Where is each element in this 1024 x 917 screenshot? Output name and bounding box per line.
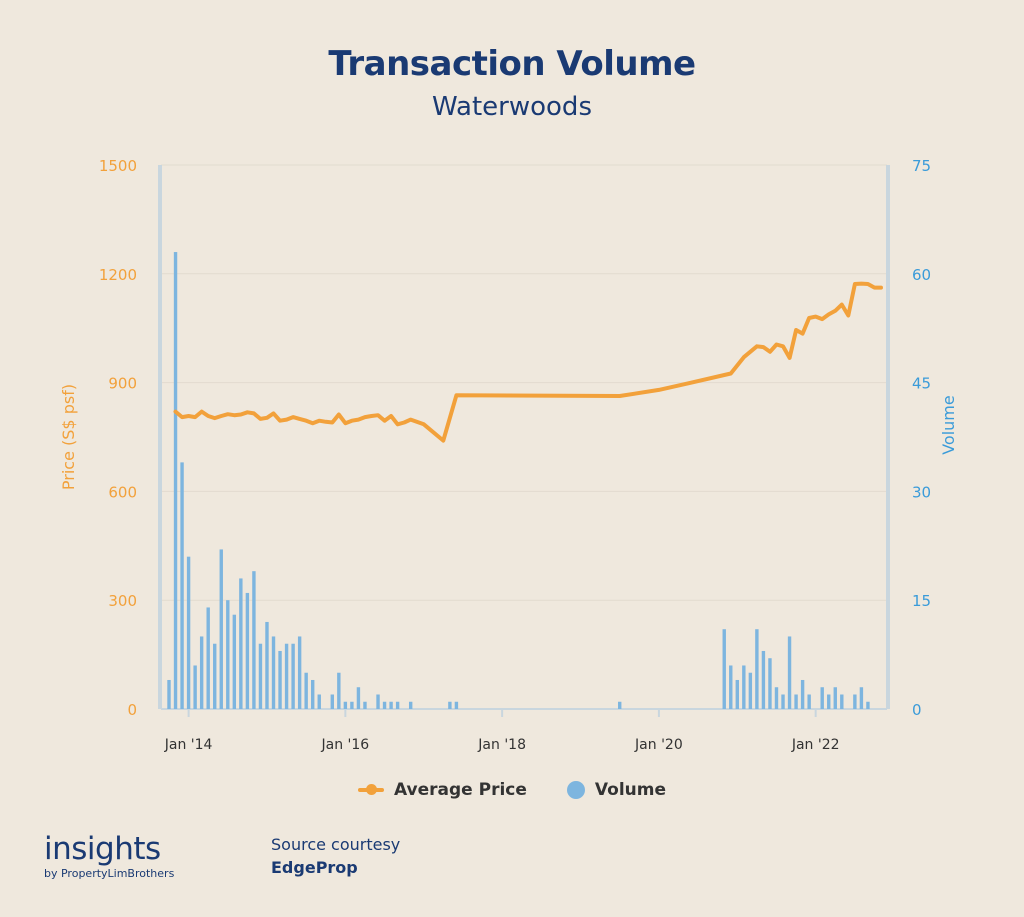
volume-bar (199, 636, 204, 709)
y-right-tick-label: 30 (912, 483, 931, 501)
volume-bar (363, 701, 367, 709)
legend-label-volume: Volume (594, 780, 666, 800)
average-price-line (173, 281, 883, 443)
volume-bar (343, 701, 348, 709)
source-line1: Source courtesy (271, 835, 401, 854)
legend-item-average-price[interactable]: Average Price (357, 780, 527, 800)
volume-bar (232, 614, 237, 709)
volume-bar (820, 687, 824, 709)
y-right-tick-label: 15 (912, 592, 931, 610)
volume-bar (376, 694, 380, 709)
volume-bar (807, 694, 811, 709)
volume-bar (180, 462, 184, 709)
volume-bar (774, 687, 779, 709)
volume-bar (755, 629, 759, 709)
brand-sub: by PropertyLimBrothers (44, 867, 175, 880)
volume-bar (167, 679, 171, 709)
volume-bar (330, 694, 335, 709)
y-axis-left-line (158, 165, 162, 709)
volume-bar (226, 600, 230, 709)
y-left-tick-label: 900 (108, 375, 137, 393)
y-left-tick-label: 1500 (99, 157, 137, 175)
volume-bar (742, 665, 746, 709)
x-tick-label: Jan '14 (164, 737, 213, 753)
volume-bar (761, 650, 766, 709)
volume-bar (781, 694, 785, 709)
legend-line-icon (357, 784, 384, 795)
volume-bar (800, 679, 805, 709)
volume-bar (840, 694, 844, 709)
brand-name: insights (44, 831, 161, 867)
y-axis-right-line (886, 165, 890, 709)
volume-bar (722, 629, 726, 709)
volume-bar (768, 658, 772, 709)
y-right-tick-label: 60 (912, 266, 931, 284)
volume-bar (787, 636, 792, 709)
volume-bar (356, 687, 361, 709)
volume-bar (271, 636, 276, 709)
volume-bar (833, 687, 837, 709)
volume-bar (748, 672, 753, 709)
volume-bar (252, 571, 256, 709)
volume-bar (213, 643, 217, 709)
volume-bar (219, 549, 223, 709)
volume-bar (395, 701, 400, 709)
volume-bar (827, 694, 831, 709)
y-left-tick-label: 600 (108, 483, 137, 501)
y-right-tick-label: 45 (912, 375, 931, 393)
volume-bar (337, 672, 341, 709)
volume-bar (729, 665, 733, 709)
source-credit: Source courtesy EdgeProp (271, 835, 400, 877)
volume-bar (454, 701, 459, 709)
x-tick-label: Jan '22 (791, 737, 840, 753)
volume-bar (448, 701, 452, 709)
volume-bar (853, 694, 857, 709)
volume-bar (408, 701, 413, 709)
volume-bar (297, 636, 302, 709)
legend-label-average-price: Average Price (393, 780, 527, 800)
volume-bar (245, 592, 250, 709)
volume-bar (317, 694, 321, 709)
volume-bar (278, 650, 282, 709)
y-right-tick-label: 75 (912, 157, 931, 175)
volume-bar (794, 694, 798, 709)
y-left-axis-title: Price (S$ psf) (59, 384, 78, 490)
source-line2: EdgeProp (271, 858, 358, 877)
y-right-tick-label: 0 (912, 701, 922, 719)
legend-dot-icon (566, 781, 585, 799)
y-right-axis-title: Volume (939, 395, 958, 455)
volume-bar (186, 556, 191, 709)
volume-bar (258, 643, 263, 709)
x-tick-label: Jan '20 (634, 737, 683, 753)
x-tick-label: Jan '18 (477, 737, 526, 753)
volume-bar (618, 701, 622, 709)
chart-title: Transaction Volume (328, 44, 696, 84)
volume-bar (173, 252, 178, 710)
brand-logo: insights by PropertyLimBrothers (44, 832, 174, 880)
volume-bar (284, 643, 289, 709)
volume-bar (193, 665, 197, 709)
volume-bar (350, 701, 354, 709)
volume-bar (304, 672, 308, 709)
volume-bar (735, 679, 739, 709)
volume-bar (291, 643, 295, 709)
x-tick-label: Jan '16 (321, 737, 370, 753)
y-left-tick-label: 1200 (99, 266, 137, 284)
legend-item-volume[interactable]: Volume (566, 780, 666, 800)
chart-subtitle: Waterwoods (432, 92, 592, 122)
volume-bar (265, 621, 269, 709)
y-left-tick-label: 0 (127, 701, 137, 719)
y-left-tick-label: 300 (108, 592, 137, 610)
chart-legend: Average Price Volume (0, 780, 1024, 800)
volume-bar (206, 607, 210, 709)
volume-bar (866, 701, 870, 709)
volume-bar (311, 679, 315, 709)
volume-bar (389, 701, 393, 709)
volume-bar (859, 687, 864, 709)
volume-bar (382, 701, 387, 709)
volume-bar (239, 578, 243, 709)
